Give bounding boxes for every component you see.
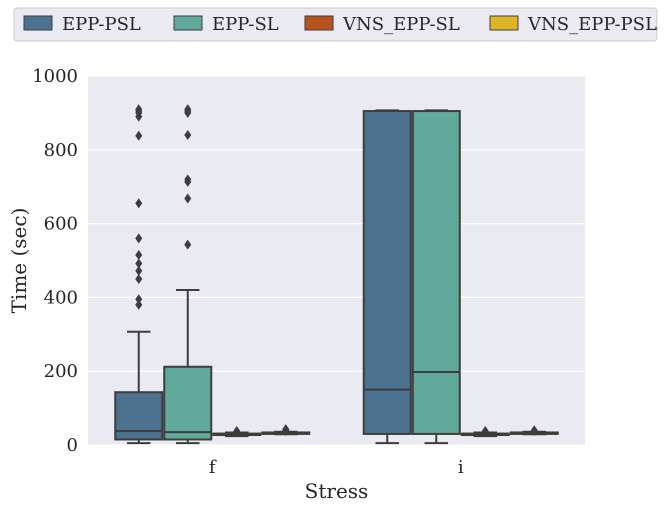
x-axis-label: Stress [305,479,369,503]
legend-swatch [23,15,53,31]
plot-area [88,76,585,445]
box-vns_epp-sl-i [460,425,510,438]
legend-label: VNS_EPP-PSL [527,14,657,35]
legend-label: EPP-SL [212,14,279,35]
box-vns_epp-sl-f [212,425,262,438]
box-epp-psl-i [362,109,412,445]
outlier-point [184,239,192,250]
y-tick-label: 800 [44,140,78,161]
y-tick-label: 0 [67,435,78,456]
y-axis-label: Time (sec) [7,208,31,314]
outlier-point [282,425,290,436]
outlier-point [135,104,143,115]
outlier-point [135,299,143,310]
outlier-point [135,265,143,276]
box-body [411,110,461,435]
outlier-point [481,427,489,438]
box-vns_epp-psl-i [509,425,559,436]
box-series [114,104,559,445]
outlier-point [135,233,143,244]
legend: EPP-PSL EPP-SL VNS_EPP-SL VNS_EPP-PSL [13,7,658,42]
box-epp-sl-i [411,109,461,445]
legend-label: EPP-PSL [62,14,141,35]
outlier-point [184,130,192,141]
outlier-point [184,193,192,204]
y-tick-label: 1000 [32,66,78,87]
x-tick-label: f [209,457,217,478]
outlier-point [135,294,143,305]
box-epp-sl-f [163,104,213,445]
outlier-point [530,425,538,436]
y-tick-label: 200 [44,361,78,382]
legend-swatch [173,15,203,31]
x-tick-label: i [458,457,464,478]
outlier-point [135,130,143,141]
box-body [114,391,164,441]
outlier-point [135,273,143,284]
legend-swatch [489,15,519,31]
y-axis-ticks: 0 200 400 600 800 1000 [32,66,78,456]
y-tick-label: 600 [44,214,78,235]
y-tick-label: 400 [44,287,78,308]
outlier-point [184,174,192,185]
box-epp-psl-f [114,104,164,445]
box-vns_epp-psl-f [261,424,311,436]
outlier-point [135,258,143,269]
outlier-point [233,427,241,438]
legend-swatch [304,15,334,31]
outlier-point [135,198,143,209]
box-body [163,365,213,441]
box-body [362,110,412,435]
legend-label: VNS_EPP-SL [342,14,460,35]
outlier-point [135,249,143,260]
outlier-point [184,104,192,115]
